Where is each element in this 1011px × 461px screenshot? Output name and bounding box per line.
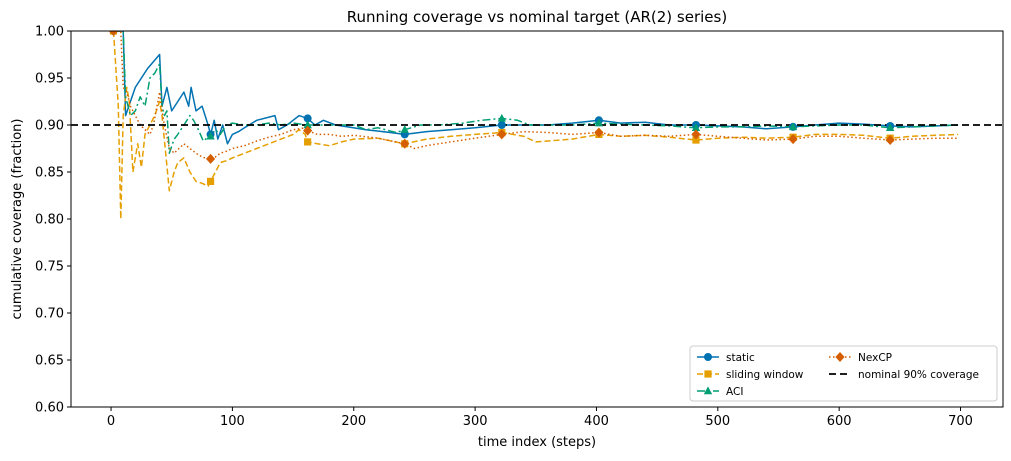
y-tick-label: 0.60 [35, 401, 64, 416]
data-marker-nexcp [885, 135, 895, 146]
data-marker-static [497, 121, 506, 129]
y-tick-label: 0.65 [35, 354, 64, 369]
y-tick-label: 1.00 [35, 25, 64, 40]
series-line-nexcp [113, 31, 959, 160]
y-tick-label: 0.85 [35, 166, 64, 181]
data-marker-aci [885, 123, 895, 132]
x-tick-label: 600 [827, 414, 852, 429]
data-marker-aci [788, 122, 798, 131]
data-marker-sliding-window [206, 177, 215, 185]
y-axis-title: cumulative coverage (fraction) [10, 119, 25, 320]
data-marker-nexcp [205, 153, 216, 164]
y-tick-label: 0.75 [35, 260, 64, 275]
y-tick-label: 0.90 [35, 119, 64, 134]
data-marker-static [303, 114, 312, 123]
y-tick-label: 0.95 [35, 72, 64, 87]
data-marker-aci [303, 120, 312, 129]
x-axis-title: time index (steps) [478, 435, 596, 450]
plot-area [71, 31, 1003, 220]
x-tick-label: 700 [948, 414, 973, 429]
legend-marker [835, 352, 845, 362]
chart-title: Running coverage vs nominal target (AR(2… [347, 8, 727, 26]
legend-label: nominal 90% coverage [858, 369, 979, 381]
data-marker-nexcp [497, 129, 507, 140]
x-tick-label: 200 [341, 414, 366, 429]
data-marker-aci [206, 131, 215, 140]
legend-label: sliding window [726, 369, 804, 381]
y-tick-label: 0.80 [35, 213, 64, 228]
legend-marker [703, 386, 713, 395]
data-marker-sliding-window [304, 138, 312, 146]
data-marker-nexcp [400, 138, 410, 149]
series-group [71, 31, 1003, 220]
data-marker-nexcp [788, 134, 798, 145]
x-tick-label: 300 [463, 414, 488, 429]
data-marker-aci [497, 113, 507, 122]
legend-marker [704, 370, 712, 378]
data-marker-nexcp [303, 125, 313, 136]
legend-label: ACI [726, 386, 743, 398]
x-tick-label: 400 [584, 414, 609, 429]
legend-marker [704, 353, 712, 361]
data-marker-aci [400, 125, 409, 133]
data-marker-nexcp [108, 31, 119, 36]
data-marker-aci [691, 123, 701, 132]
data-marker-nexcp [691, 129, 701, 140]
data-marker-sliding-window [692, 136, 700, 144]
axes: 0 100 200 300 400 500 600 700 0.60 0.65 0.70 0.75 0.… [35, 25, 1004, 429]
x-tick-label: 100 [220, 414, 245, 429]
data-marker-aci [594, 118, 604, 127]
x-tick-label: 500 [705, 414, 730, 429]
y-tick-label: 0.70 [35, 307, 64, 322]
series-line-static [113, 31, 959, 145]
x-tick-label: 0 [107, 414, 115, 429]
legend-label: static [726, 352, 755, 364]
data-marker-nexcp [594, 127, 604, 138]
legend-label: NexCP [858, 352, 892, 364]
series-line-sliding-window [112, 31, 959, 220]
legend: static sliding window ACI NexCP nominal 90% … [689, 345, 998, 402]
